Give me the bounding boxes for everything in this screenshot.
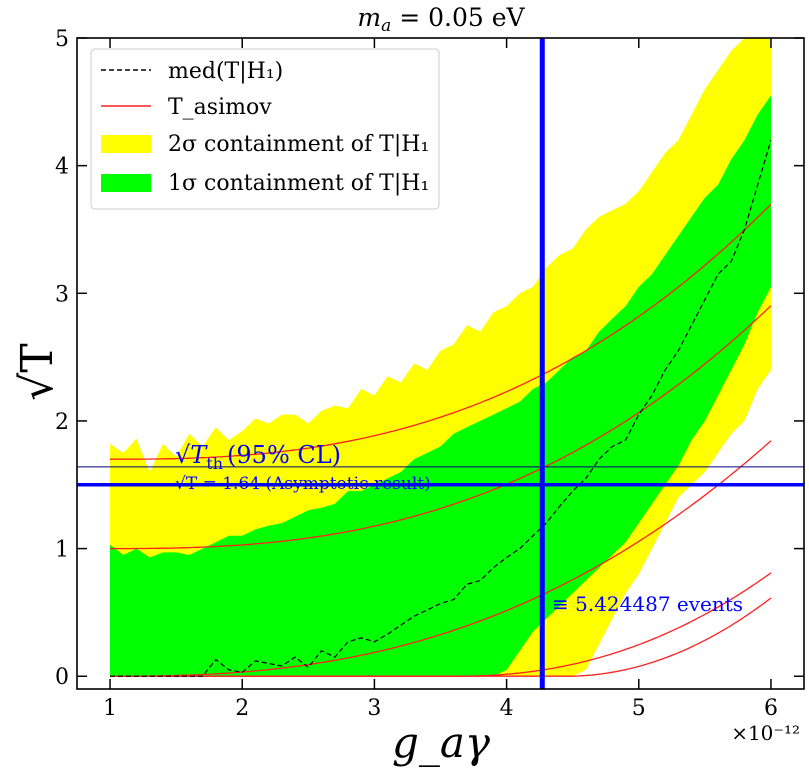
x-axis-label: g_aγ: [392, 718, 491, 767]
x-tick-label: 1: [103, 696, 117, 721]
y-tick-label: 4: [55, 155, 69, 180]
y-tick-label: 1: [55, 538, 69, 563]
chart-title: ma = 0.05 eV: [357, 3, 525, 36]
y-tick-label: 2: [55, 410, 69, 435]
band-1sigma: [110, 95, 771, 677]
asimov-curve: [110, 440, 772, 677]
x-axis-multiplier: ×10⁻¹²: [731, 721, 800, 745]
legend-band1-swatch: [101, 174, 151, 192]
legend-asimov-label: T_asimov: [168, 95, 272, 120]
y-axis-label-text: √T: [12, 343, 63, 400]
x-tick-label: 6: [764, 696, 778, 721]
axis-ticks: 1 2 3 4 5 6 0 1 2 3 4 5: [55, 27, 804, 721]
plot-frame: [76, 37, 805, 690]
asimov-curve: [110, 305, 772, 550]
threshold-sqrt-symbol: √: [175, 441, 191, 469]
legend-median-label: med(T|H₁): [168, 59, 283, 84]
y-tick-label: 0: [55, 665, 69, 690]
events-label: ≡ 5.424487 events: [552, 592, 743, 616]
legend-box: [90, 48, 440, 210]
plot-area: [77, 38, 804, 689]
legend: med(T|H₁) T_asimov 2σ containment of T|H…: [90, 48, 440, 210]
threshold-label: √Tth (95% CL): [175, 441, 341, 473]
x-tick-label: 4: [500, 696, 514, 721]
x-tick-label: 3: [367, 696, 381, 721]
median-line: [110, 139, 772, 677]
x-tick-label: 5: [632, 696, 646, 721]
y-axis-label: √T: [12, 343, 63, 400]
legend-band1-label: 1σ containment of T|H₁: [168, 171, 429, 196]
legend-band2-label: 2σ containment of T|H₁: [168, 132, 429, 157]
x-tick-label: 2: [235, 696, 249, 721]
asymptotic-label: √T = 1.64 (Asymptotic result): [175, 474, 431, 494]
y-tick-label: 3: [55, 282, 69, 307]
asimov-curve: [110, 203, 772, 460]
legend-band2-swatch: [101, 135, 151, 153]
asimov-curve: [110, 597, 772, 677]
y-tick-label: 5: [55, 27, 69, 52]
